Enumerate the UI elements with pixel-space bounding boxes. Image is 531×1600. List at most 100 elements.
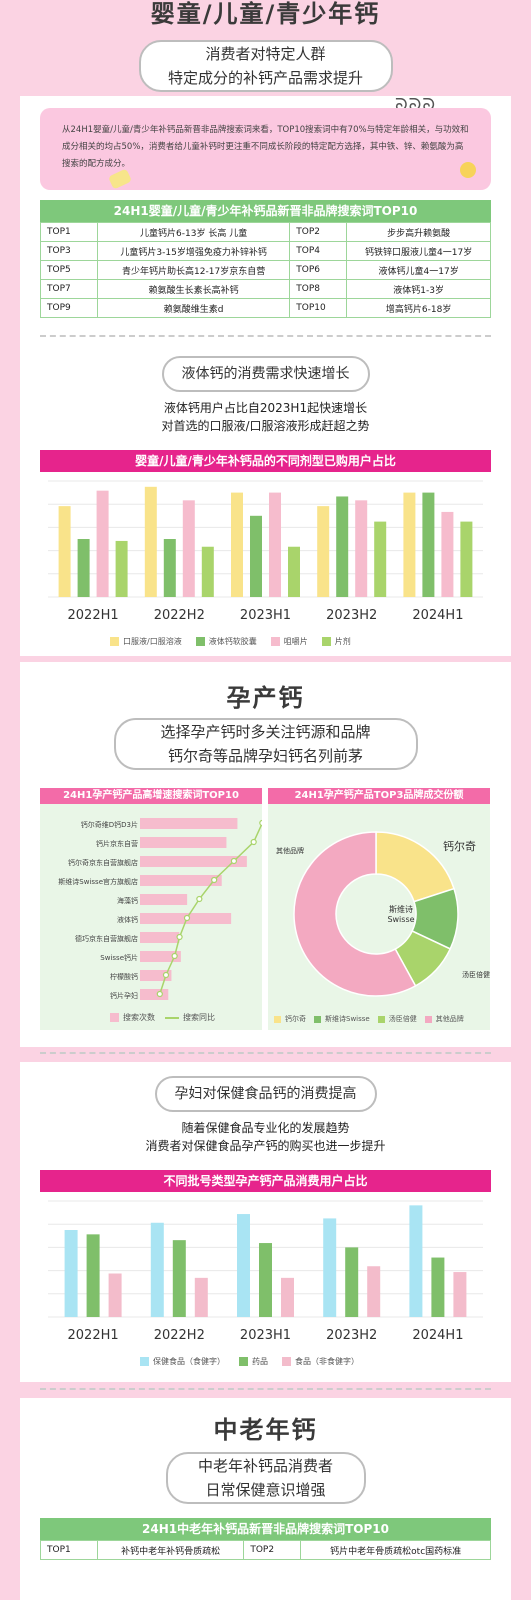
pill-line: 钙尔奇等品牌孕妇钙名列前茅 <box>167 747 363 765</box>
chart3-legend: 保健食品（食健字） 药品 食品（非食健字） <box>140 1356 359 1367</box>
bar <box>163 539 176 597</box>
category-label: Swisse钙片 <box>100 953 138 962</box>
category-label: 钙尔奇维D钙D3片 <box>81 820 138 829</box>
rank-cell: TOP6 <box>289 260 348 280</box>
legend-item: 搜索次数 <box>110 1012 155 1023</box>
search-count-bar <box>140 970 172 981</box>
table-row: TOP1 补钙中老年补钙骨质疏松 TOP2 钙片中老年骨质疏松otc国药标准 <box>40 1540 491 1560</box>
search-count-bar <box>140 818 238 829</box>
kids-summary-pill: 消费者对特定人群 特定成分的补钙产品需求提升 <box>138 40 393 92</box>
category-label: 柠檬酸钙 <box>110 972 138 981</box>
bar <box>323 1218 337 1317</box>
bar <box>345 1247 359 1317</box>
keyword-cell: 青少年钙片助长高12-17岁京东自营 <box>96 260 291 280</box>
rank-cell: TOP9 <box>40 298 98 318</box>
card-title: 24H1孕产钙产品高增速搜索词TOP10 <box>40 788 262 804</box>
yoy-point <box>176 933 183 941</box>
x-tick-label: 2023H2 <box>326 608 377 623</box>
rank-cell: TOP2 <box>243 1540 302 1560</box>
pie-label-byhealth: 汤臣倍健 <box>462 971 490 979</box>
category-label: 钙片孕妇 <box>110 991 138 1000</box>
keyword-cell: 补钙中老年补钙骨质疏松 <box>96 1540 245 1560</box>
rank-cell: TOP8 <box>289 279 348 299</box>
table-row: TOP5 青少年钙片助长高12-17岁京东自营 TOP6 液体钙儿童4一17岁 <box>40 260 491 280</box>
keyword-cell: 液体钙1-3岁 <box>346 279 491 299</box>
legend-item: 保健食品（食健字） <box>140 1356 225 1367</box>
yoy-point <box>259 819 262 827</box>
keyword-cell: 步步高升赖氨酸 <box>346 222 491 242</box>
legend-item: 液体钙软胶囊 <box>195 636 257 647</box>
bar <box>58 506 71 597</box>
table-row: TOP1 儿童钙片6-13岁 长高 儿童 TOP2 步步高升赖氨酸 <box>40 222 491 242</box>
dosage-form-bar-chart: 2022H1 2022H2 2023H1 2023H2 2024H1 <box>48 480 483 623</box>
bar <box>281 1277 294 1317</box>
category-label: 德巧京东自营旗舰店 <box>75 934 138 943</box>
x-tick-label: 2023H1 <box>240 1328 291 1343</box>
x-tick-label: 2022H2 <box>154 1328 205 1343</box>
category-label: 斯维诗Swisse官方旗舰店 <box>58 877 138 886</box>
kids-search-table: 24H1婴童/儿童/青少年补钙品新晋非品牌搜索词TOP10 TOP1 儿童钙片6-… <box>40 200 491 318</box>
chart1-legend: 口服液/口服溶液 液体钙软胶囊 咀嚼片 片剂 <box>110 636 351 647</box>
legend-item: 汤臣倍健 <box>377 1014 417 1024</box>
bar <box>77 539 90 597</box>
keyword-cell: 增高钙片6-18岁 <box>346 298 491 318</box>
rank-cell: TOP2 <box>289 222 348 242</box>
rank-cell: TOP5 <box>40 260 98 280</box>
divider <box>40 1388 491 1390</box>
bar <box>172 1240 186 1317</box>
keyword-cell: 赖氨酸生长素长高补钙 <box>96 279 291 299</box>
bar <box>96 490 109 597</box>
health-food-pill: 孕妇对保健食品钙的消费提高 <box>154 1076 377 1112</box>
pie-label-caltrate: 钙尔奇 <box>443 840 476 853</box>
yoy-point <box>211 876 218 884</box>
table-row: TOP3 儿童钙片3-15岁增强免疫力补锌补钙 TOP4 钙铁锌口服液儿童4一17岁 <box>40 241 491 261</box>
health-food-panel <box>20 1062 511 1382</box>
search-count-bar <box>140 932 180 943</box>
legend-item: 钙尔奇 <box>274 1014 306 1024</box>
bar <box>194 1277 208 1317</box>
category-label: 海藻钙 <box>117 896 138 905</box>
card-title: 24H1孕产钙产品TOP3品牌成交份额 <box>268 788 490 804</box>
legend-item: 咀嚼片 <box>270 636 308 647</box>
bar <box>108 1273 122 1317</box>
rank-cell: TOP3 <box>40 241 98 261</box>
chart1-title: 婴童/儿童/青少年补钙品的不同剂型已购用户占比 <box>40 450 491 472</box>
search-term-table: TOP1 补钙中老年补钙骨质疏松 TOP2 钙片中老年骨质疏松otc国药标准 <box>40 1540 491 1560</box>
brand-share-card: 24H1孕产钙产品TOP3品牌成交份额 其他品牌 钙尔奇 斯维诗 Swisse … <box>268 788 490 1030</box>
keyword-cell: 钙铁锌口服液儿童4一17岁 <box>346 241 491 261</box>
keyword-cell: 儿童钙片3-15岁增强免疫力补锌补钙 <box>96 241 291 261</box>
kids-note: 从24H1婴童/儿童/青少年补钙品新晋非品牌搜索词来看，TOP10搜索词中有70… <box>40 108 491 190</box>
x-tick-label: 2023H2 <box>326 1328 377 1343</box>
approval-type-bar-chart: 2022H1 2022H2 2023H1 2023H2 2024H1 <box>48 1200 483 1343</box>
bar <box>431 1257 445 1317</box>
rank-cell: TOP10 <box>289 298 348 318</box>
search-count-bar <box>140 856 247 867</box>
search-count-bar <box>140 989 169 1000</box>
table-row: TOP9 赖氨酸维生素d TOP10 增高钙片6-18岁 <box>40 298 491 318</box>
bar <box>355 500 368 597</box>
bar <box>403 492 416 597</box>
bar <box>317 506 330 597</box>
x-tick-label: 2022H1 <box>68 608 119 623</box>
keyword-cell: 液体钙儿童4一17岁 <box>346 260 491 280</box>
bar <box>115 540 128 597</box>
table-title: 24H1婴童/儿童/青少年补钙品新晋非品牌搜索词TOP10 <box>40 200 491 222</box>
x-tick-label: 2022H2 <box>154 608 205 623</box>
yoy-point <box>250 838 257 846</box>
bar <box>86 1234 100 1317</box>
subtext-line: 消费者对保健食品孕产钙的购买也进一步提升 <box>145 1139 386 1153</box>
category-label: 液体钙 <box>117 915 138 924</box>
yoy-line <box>159 822 262 995</box>
bar <box>64 1230 78 1317</box>
legend-item: 药品 <box>239 1356 268 1367</box>
chart2-legend: 搜索次数 搜索同比 <box>110 1012 215 1023</box>
rank-cell: TOP4 <box>289 241 348 261</box>
pregnancy-summary-pill: 选择孕产钙时多关注钙源和品牌 钙尔奇等品牌孕妇钙名列前茅 <box>113 718 418 770</box>
search-term-table: TOP1 儿童钙片6-13岁 长高 儿童 TOP2 步步高升赖氨酸 TOP3 儿童钙片3-… <box>40 222 491 318</box>
legend-item: 片剂 <box>321 636 351 647</box>
bar <box>182 500 195 597</box>
divider <box>40 335 491 337</box>
search-count-bar <box>140 837 227 848</box>
yoy-point <box>162 971 170 979</box>
